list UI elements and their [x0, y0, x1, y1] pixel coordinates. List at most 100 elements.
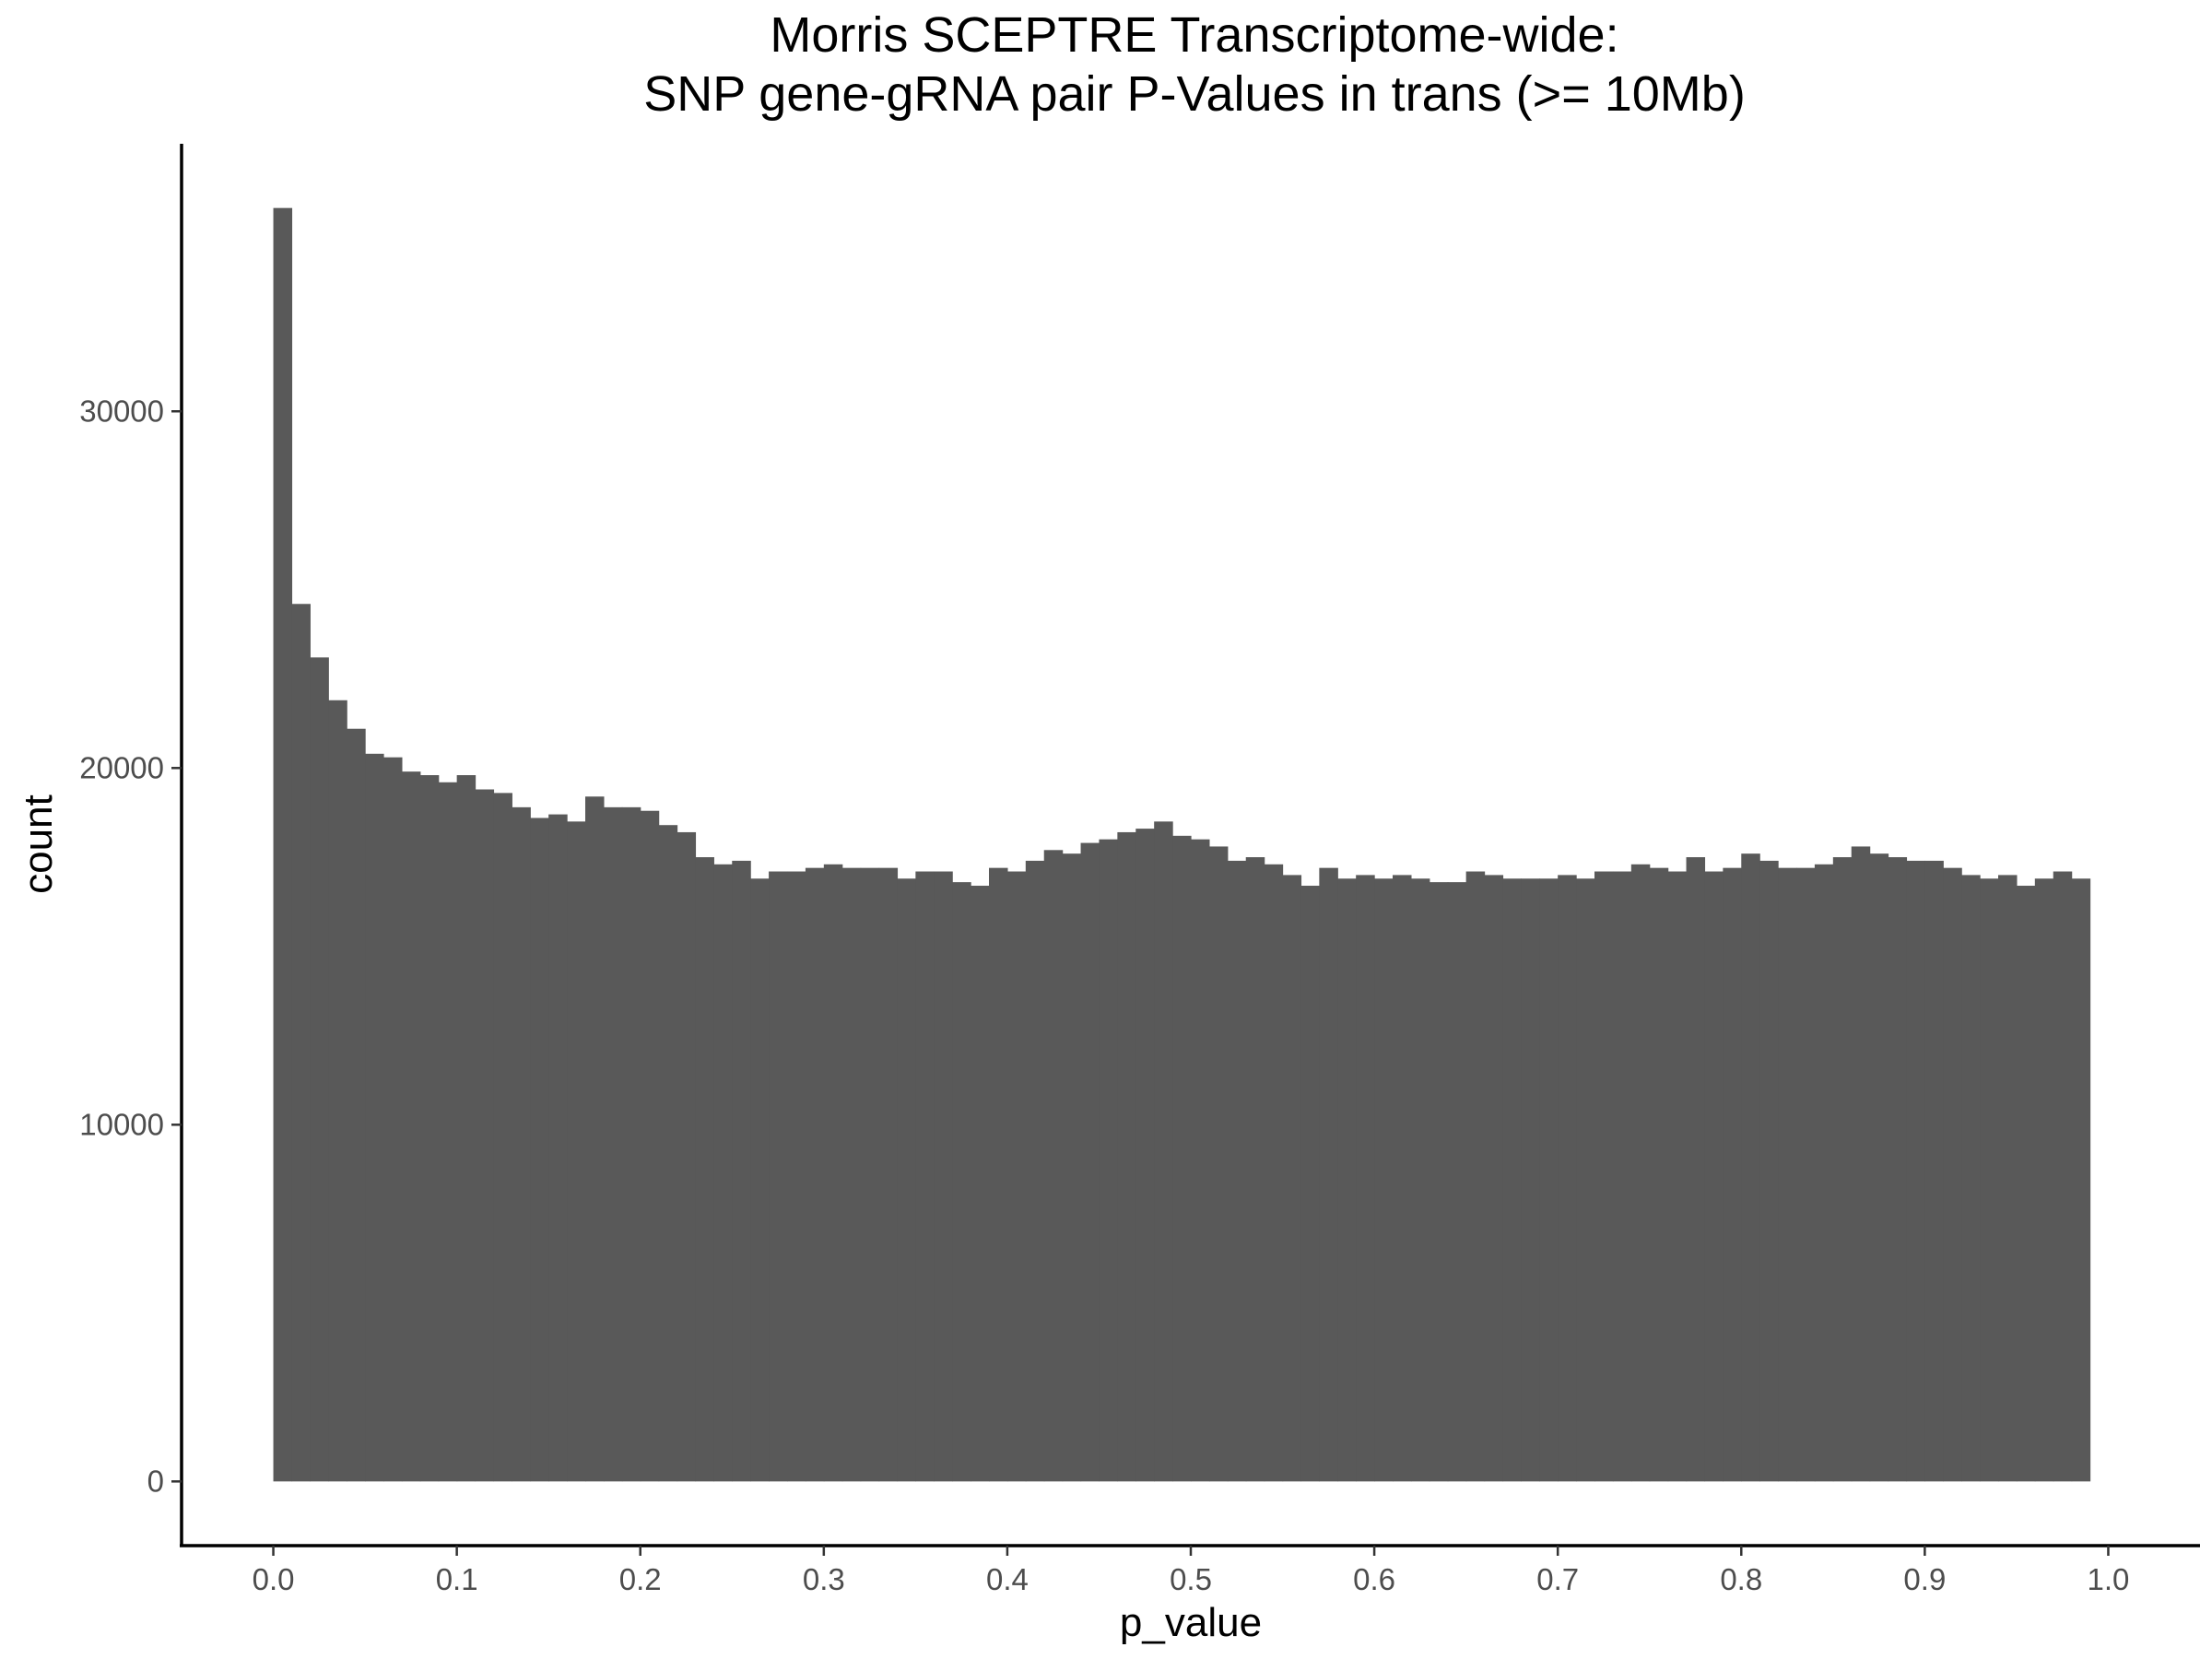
histogram-bar [989, 867, 1008, 1482]
histogram-bar [1025, 860, 1045, 1482]
x-tick-label: 0.2 [619, 1562, 662, 1596]
histogram-bar [1924, 860, 1944, 1482]
histogram-bar [1117, 831, 1136, 1482]
histogram-bar [1906, 860, 1925, 1482]
histogram-bar [1686, 857, 1706, 1482]
histogram-bar [475, 789, 495, 1482]
histogram-bar [365, 753, 384, 1482]
histogram-bar [860, 867, 880, 1482]
histogram-bar [603, 806, 623, 1482]
histogram-bar [1264, 864, 1284, 1482]
x-tick-label: 0.1 [436, 1562, 478, 1596]
histogram-bar [1502, 878, 1522, 1482]
histogram-bar [1227, 860, 1247, 1482]
histogram-bar [1980, 878, 1999, 1482]
histogram-bar [732, 860, 751, 1482]
histogram-bar [1796, 867, 1816, 1482]
histogram-bar [1099, 839, 1118, 1482]
histogram-bar [1723, 867, 1742, 1482]
x-axis-title: p_value [1120, 1600, 1262, 1645]
histogram-bar [1356, 875, 1375, 1482]
histogram-bars [273, 207, 2091, 1482]
histogram-bar [1080, 842, 1100, 1482]
histogram-bar [1612, 871, 1632, 1482]
histogram-bar [328, 700, 347, 1482]
histogram-bar [640, 810, 660, 1482]
histogram-bar [1778, 867, 1797, 1482]
histogram-bar [401, 771, 421, 1482]
histogram-bar [512, 806, 531, 1482]
x-tick-label: 0.6 [1353, 1562, 1395, 1596]
histogram-bar [438, 782, 458, 1482]
histogram-bar [1006, 871, 1027, 1482]
histogram-bar [1741, 853, 1760, 1482]
histogram-bar [841, 867, 862, 1482]
histogram-bar [2016, 886, 2036, 1482]
y-tick-label: 10000 [79, 1107, 164, 1141]
histogram-bar [713, 864, 733, 1482]
histogram-bar [750, 878, 770, 1482]
histogram-bar [1208, 846, 1229, 1482]
histogram-bar [383, 757, 403, 1482]
y-tick-label: 20000 [79, 750, 164, 784]
histogram-bar [1135, 829, 1155, 1482]
histogram-bar [1245, 857, 1265, 1482]
histogram-bar [1704, 871, 1724, 1482]
histogram-bar [548, 814, 568, 1482]
histogram-bar [1576, 878, 1595, 1482]
histogram-bar [291, 604, 311, 1482]
histogram-bar [1062, 853, 1082, 1482]
histogram-bar [567, 821, 586, 1482]
chart-title-line-1: Morris SCEPTRE Transcriptome-wide: [770, 7, 1618, 63]
histogram-bar [1043, 850, 1064, 1482]
x-tick-label: 0.4 [986, 1562, 1029, 1596]
histogram-bar [273, 207, 293, 1482]
histogram-bar [1465, 871, 1486, 1482]
histogram-bar [310, 657, 329, 1482]
x-tick-label: 0.8 [1720, 1562, 1762, 1596]
histogram-bar [456, 775, 477, 1482]
histogram-bar [695, 857, 714, 1482]
histogram-bar [2071, 878, 2091, 1482]
x-tick-label: 0.5 [1170, 1562, 1212, 1596]
chart-title-line-2: SNP gene-gRNA pair P-Values in trans (>=… [643, 66, 1746, 122]
histogram-bar [1410, 878, 1430, 1482]
histogram-bar [1191, 839, 1210, 1482]
histogram-bar [1337, 878, 1357, 1482]
x-tick-label: 0.3 [803, 1562, 845, 1596]
histogram-bar [1172, 835, 1192, 1482]
histogram-bar [1594, 871, 1614, 1482]
histogram-bar [787, 871, 806, 1482]
histogram-bar [878, 867, 899, 1482]
histogram-bar [1393, 875, 1412, 1482]
histogram-bar [2053, 871, 2073, 1482]
x-axis-ticks: 0.0 0.1 0.2 0.3 0.4 0.5 0.6 0.7 0.8 0.9 1.0 [253, 1546, 2129, 1596]
y-axis-title: count [16, 794, 61, 894]
histogram-bar [530, 818, 549, 1482]
histogram-bar [1558, 875, 1577, 1482]
x-tick-label: 0.7 [1536, 1562, 1579, 1596]
histogram-bar [1539, 878, 1559, 1482]
histogram-bar [1319, 867, 1338, 1482]
histogram-bar [1943, 867, 1962, 1482]
histogram-bar [1630, 864, 1651, 1482]
y-axis-ticks: 0 10000 20000 30000 [79, 394, 182, 1498]
histogram-bar [1447, 882, 1467, 1482]
histogram-bar [1869, 853, 1889, 1482]
histogram-bar [1961, 875, 1981, 1482]
histogram-bar [419, 775, 440, 1482]
histogram-bar [2034, 878, 2054, 1482]
histogram-bar [1888, 857, 1908, 1482]
histogram-bar [805, 867, 825, 1482]
histogram-bar [658, 825, 678, 1482]
histogram-bar [621, 806, 641, 1482]
histogram-bar [1484, 875, 1504, 1482]
histogram-bar [897, 878, 916, 1482]
histogram-bar [493, 793, 512, 1482]
histogram-bar [1759, 860, 1779, 1482]
histogram-bar [1667, 871, 1688, 1482]
histogram-bar [823, 864, 843, 1482]
histogram-bar [585, 796, 605, 1482]
histogram-bar [1282, 875, 1302, 1482]
